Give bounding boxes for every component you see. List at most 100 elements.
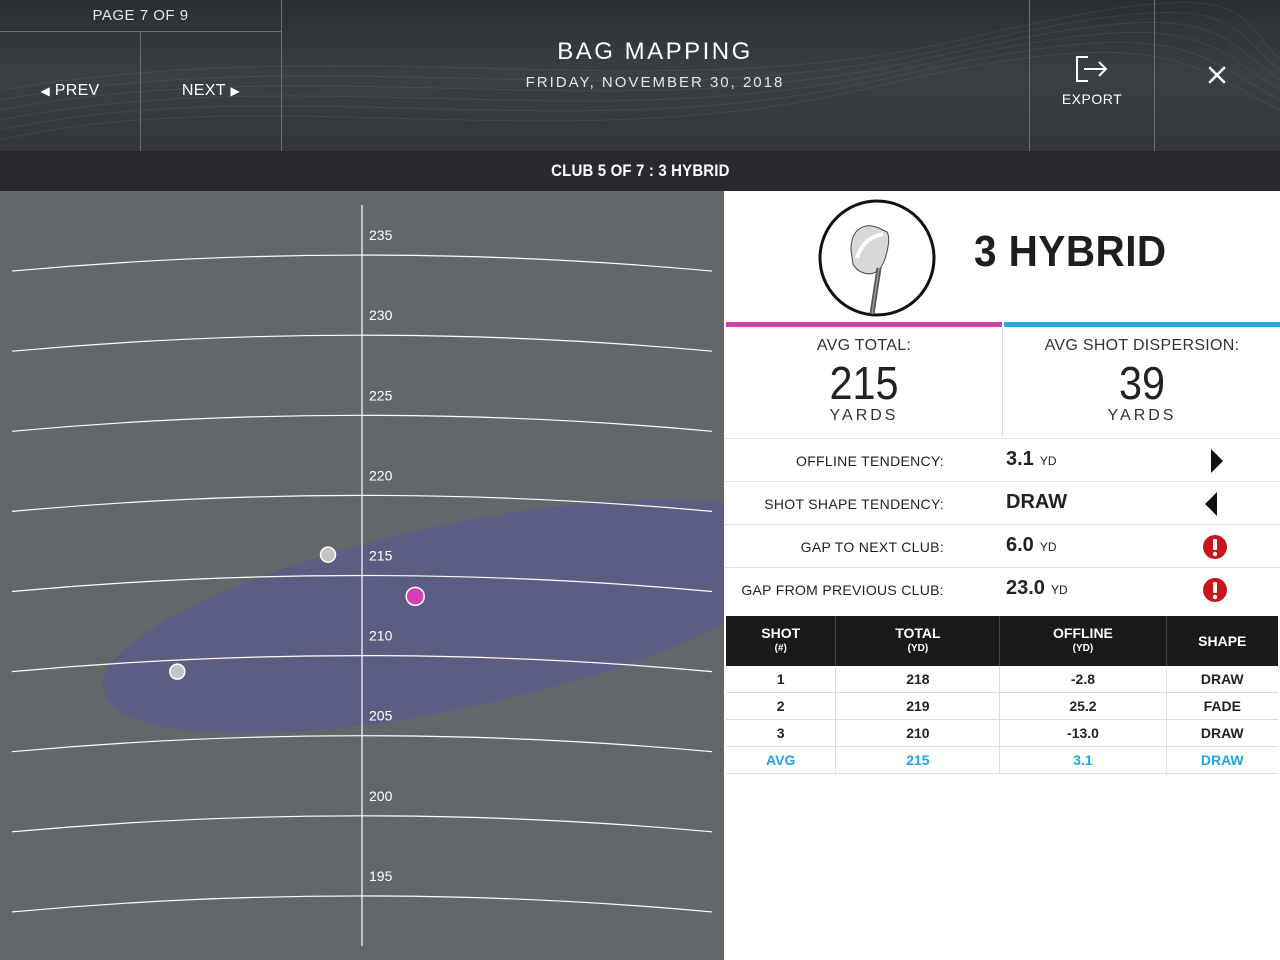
distance-line (11, 574, 713, 593)
cell-shot: AVG (726, 746, 837, 774)
distance-tick-label: 210 (369, 628, 393, 644)
session-date: FRIDAY, NOVEMBER 30, 2018 (525, 74, 785, 91)
header: PAGE 7 OF 9 ◀ PREV NEXT ▶ BAG MAPPING FR… (0, 0, 1280, 151)
left-arrow-icon (1205, 492, 1217, 516)
column-header-shot: SHOT (#) (726, 616, 837, 666)
gap-previous-row: GAP FROM PREVIOUS CLUB: 23.0 YD (724, 567, 1280, 611)
page-title: BAG MAPPING (557, 38, 753, 65)
distance-line (11, 414, 713, 432)
shot-shape-value-wrap: DRAW (1006, 482, 1067, 525)
gap-previous-label: GAP FROM PREVIOUS CLUB: (741, 581, 944, 598)
distance-tick-label: 220 (369, 467, 393, 483)
close-button[interactable] (1155, 0, 1280, 151)
cell-shot: 3 (726, 719, 837, 747)
avg-total-unit: YARDS (829, 407, 899, 424)
gap-next-value: 6.0 (1006, 534, 1034, 556)
offline-tendency-row: OFFLINE TENDENCY: 3.1 YD (724, 438, 1280, 482)
export-button[interactable]: EXPORT (1030, 0, 1154, 151)
divider (1029, 0, 1030, 151)
distance-line (11, 254, 713, 272)
prev-button[interactable]: ◀ PREV (0, 31, 140, 151)
column-header-total: TOTAL (YD) (835, 616, 1001, 666)
distance-tick-label: 195 (369, 868, 393, 884)
club-detail-panel: 3 HYBRID AVG TOTAL: 215 YARDS AVG SHOT D… (724, 191, 1280, 960)
dispersion-chart-svg: 195 200 205 210 215 220 225 230 235 (11, 205, 724, 946)
distance-line (11, 895, 713, 913)
distance-tick-label: 225 (369, 387, 393, 403)
cell-shot: 2 (726, 692, 837, 720)
cell-shot: 1 (726, 666, 837, 693)
right-triangle-icon: ▶ (230, 84, 241, 98)
offline-tendency-unit: YD (1039, 454, 1057, 468)
next-button[interactable]: NEXT ▶ (141, 31, 281, 151)
cell-offline: 25.2 (999, 692, 1167, 720)
next-label: NEXT (181, 82, 226, 99)
divider (1154, 0, 1155, 151)
table-row: 1 218 -2.8 DRAW (726, 666, 1278, 693)
avg-total-box: AVG TOTAL: 215 YARDS (726, 322, 1002, 443)
distance-line (11, 334, 713, 352)
divider (140, 31, 141, 151)
average-shot-point[interactable] (405, 586, 425, 607)
dispersion-chart: 195 200 205 210 215 220 225 230 235 (0, 191, 724, 960)
avg-dispersion-label: AVG SHOT DISPERSION: (1044, 337, 1240, 354)
header-background-swirl (0, 1, 1280, 141)
distance-tick-label: 235 (369, 227, 393, 243)
shot-shape-label: SHOT SHAPE TENDENCY: (764, 495, 944, 512)
gap-previous-value-wrap: 23.0 YD (1006, 568, 1068, 611)
club-bar: CLUB 5 OF 7 : 3 HYBRID (0, 151, 1280, 191)
avg-dispersion-unit: YARDS (1107, 407, 1177, 424)
table-row: 2 219 25.2 FADE (726, 692, 1278, 720)
avg-dispersion-value: 39 (1118, 357, 1166, 409)
offline-tendency-value-wrap: 3.1 YD (1006, 439, 1056, 482)
distance-line (11, 494, 713, 512)
offline-tendency-value: 3.1 (1006, 448, 1034, 470)
club-name: 3 HYBRID (974, 227, 1167, 276)
cell-total: 210 (835, 719, 1001, 747)
avg-total-label: AVG TOTAL: (816, 337, 912, 354)
column-header-offline: OFFLINE (YD) (999, 616, 1167, 666)
avg-total-value: 215 (829, 357, 899, 409)
table-average-row: AVG 215 3.1 DRAW (726, 746, 1278, 774)
column-header-shape: SHAPE (1166, 616, 1278, 666)
table-header-row: SHOT (#) TOTAL (YD) OFFLINE (YD) SHAPE (726, 616, 1278, 666)
export-label: EXPORT (1061, 91, 1123, 107)
distance-tick-label: 230 (369, 307, 393, 323)
hybrid-club-icon (818, 199, 936, 317)
cell-offline: -2.8 (999, 666, 1167, 693)
shots-table: SHOT (#) TOTAL (YD) OFFLINE (YD) SHAPE 1 21… (726, 616, 1278, 774)
divider (0, 31, 281, 32)
distance-tick-label: 200 (369, 788, 393, 804)
gap-next-label: GAP TO NEXT CLUB: (800, 538, 944, 555)
warning-icon (1203, 578, 1227, 602)
divider (281, 0, 282, 151)
cell-total: 218 (835, 666, 1001, 693)
left-triangle-icon: ◀ (40, 84, 50, 98)
shot-point[interactable] (169, 663, 186, 680)
cell-shape: DRAW (1166, 746, 1278, 774)
cell-shape: FADE (1166, 692, 1278, 720)
distance-line (11, 815, 713, 833)
shot-shape-row: SHOT SHAPE TENDENCY: DRAW (724, 481, 1280, 525)
gap-previous-unit: YD (1050, 583, 1068, 597)
cell-offline: -13.0 (999, 719, 1167, 747)
distance-tick-label: 205 (369, 708, 393, 724)
table-row: 3 210 -13.0 DRAW (726, 719, 1278, 747)
avg-dispersion-box: AVG SHOT DISPERSION: 39 YARDS (1004, 322, 1280, 443)
distance-tick-label: 215 (369, 548, 393, 564)
distance-line (11, 655, 713, 673)
gap-next-unit: YD (1039, 540, 1057, 554)
right-arrow-icon (1211, 449, 1223, 473)
close-icon (1208, 66, 1226, 84)
page-counter: PAGE 7 OF 9 (92, 7, 189, 24)
cell-offline: 3.1 (999, 746, 1167, 774)
gap-next-row: GAP TO NEXT CLUB: 6.0 YD (724, 524, 1280, 568)
cell-shape: DRAW (1166, 666, 1278, 693)
shot-point[interactable] (319, 546, 337, 563)
distance-line (11, 735, 713, 753)
cell-total: 219 (835, 692, 1001, 720)
dispersion-ellipse (102, 499, 724, 734)
club-bar-label: CLUB 5 OF 7 : 3 HYBRID (550, 161, 730, 180)
gap-next-value-wrap: 6.0 YD (1006, 525, 1056, 568)
export-icon (1076, 56, 1108, 82)
